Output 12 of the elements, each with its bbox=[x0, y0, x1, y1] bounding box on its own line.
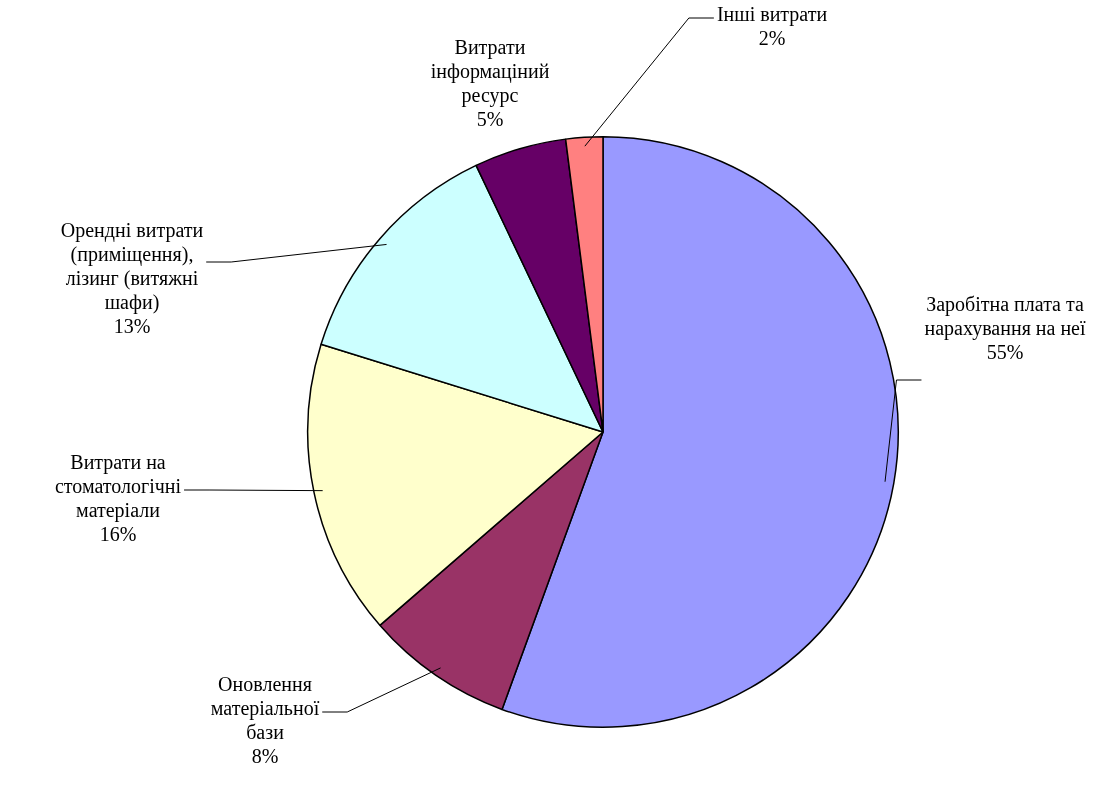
slice-label: Орендні витрати (приміщення), лізинг (витяжні шафи) bbox=[60, 219, 204, 315]
slice-label: Витрати на стоматологічні матеріали bbox=[54, 451, 182, 523]
slice-label: Заробітна плата та нарахування на неї bbox=[924, 293, 1086, 341]
slice-label: Інші витрати bbox=[716, 3, 828, 27]
data-label: 13% bbox=[113, 315, 151, 338]
data-label: 8% bbox=[251, 745, 279, 768]
slice-label: Оновлення матеріальної бази bbox=[210, 673, 320, 744]
data-label: 16% bbox=[99, 523, 137, 546]
slice-label: Витрати інформаціний ресурс bbox=[430, 36, 550, 108]
data-label: 5% bbox=[476, 108, 504, 131]
data-label: 55% bbox=[986, 341, 1024, 364]
data-label: 2% bbox=[758, 27, 786, 50]
